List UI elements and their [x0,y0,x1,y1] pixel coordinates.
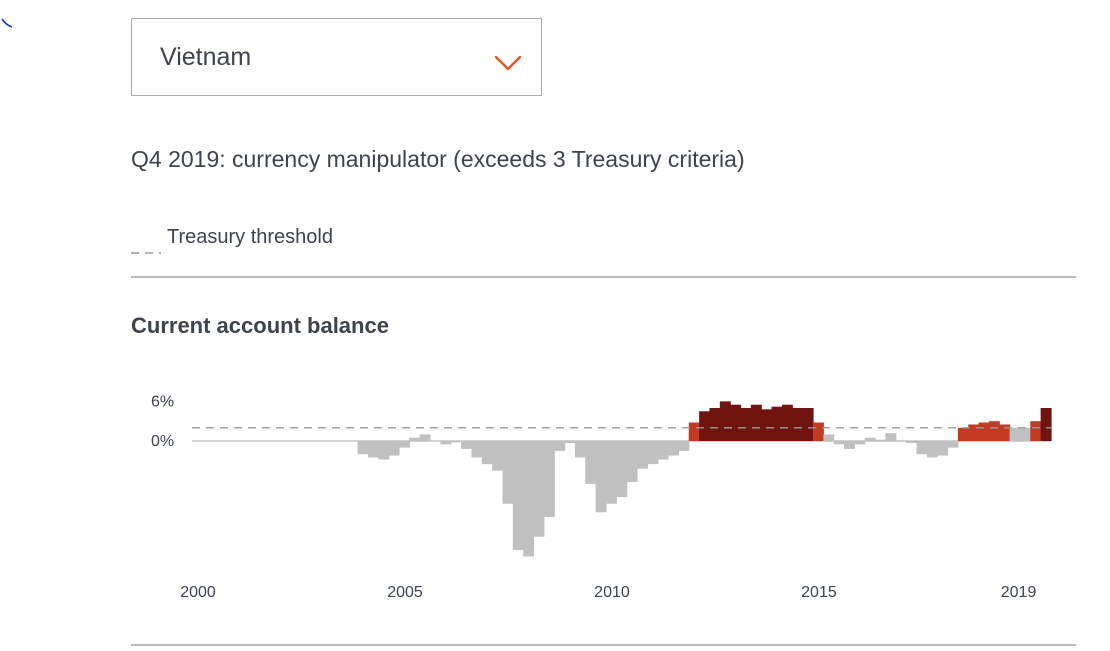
bar [533,441,545,537]
bar [978,422,990,441]
corner-mark [1,18,13,28]
y-tick-label: 6% [151,393,174,410]
x-tick-label: 2015 [801,584,837,601]
bar [595,441,607,513]
bar [957,427,969,441]
bar [823,434,835,441]
bar [450,441,462,443]
bar [906,441,918,443]
bar [678,441,690,451]
bar [409,437,421,441]
bar [988,421,1000,441]
bar [709,408,721,441]
bar [657,441,669,460]
bar [937,441,949,456]
bar [367,441,379,458]
bar [916,441,928,455]
x-tick-label: 2010 [594,584,630,601]
bar [740,408,752,441]
bar [875,439,887,441]
bar [1030,421,1042,441]
y-tick-label: 0% [151,433,174,450]
country-select-value: Vietnam [160,43,252,71]
bar [605,441,617,504]
bar [1009,427,1021,441]
bar [864,437,876,441]
bar [357,441,369,455]
bar [378,441,390,460]
bar [854,441,866,445]
x-tick-label: 2019 [1001,584,1037,601]
bar [668,441,680,456]
bar [833,441,845,445]
bar [1019,427,1031,441]
bar [719,401,731,441]
bar [502,441,514,504]
bar [926,441,938,458]
divider [131,276,1076,278]
bar [481,441,493,465]
bar [543,441,555,517]
bar [461,441,473,449]
country-select[interactable]: Vietnam [131,18,542,96]
bar [771,406,783,441]
chart-title: Current account balance [131,313,389,338]
bar [574,441,586,458]
bar [781,404,793,441]
manipulator-status: Q4 2019: currency manipulator (exceeds 3… [131,146,745,172]
bar [699,411,711,441]
bar [585,441,597,484]
divider [131,644,1076,646]
bar [750,404,762,441]
chevron-down-icon[interactable] [494,55,522,71]
bar [419,434,431,441]
bar [812,422,824,441]
bar [999,424,1011,441]
x-tick-label: 2005 [387,584,423,601]
bar [947,441,959,448]
bar [802,408,814,441]
chart-legend: Treasury threshold [131,224,333,254]
bar [626,441,638,482]
legend-label-threshold: Treasury threshold [167,225,333,248]
bar [398,441,410,448]
bar [388,441,400,456]
bar [616,441,628,498]
bar [761,409,773,441]
bar [554,441,566,451]
bar [564,441,576,443]
bar [647,441,659,465]
x-tick-label: 2000 [180,584,216,601]
bar [471,441,483,458]
bar [1040,408,1052,441]
bar [844,441,855,449]
bar [440,441,452,445]
bar [523,441,535,557]
dashed-line-swatch [131,237,161,254]
bar [730,404,742,441]
bar [968,424,980,441]
bar [792,408,804,441]
bar [512,441,524,550]
bar [637,441,648,469]
bar [688,422,700,441]
bar [492,441,504,471]
bar [885,433,897,441]
